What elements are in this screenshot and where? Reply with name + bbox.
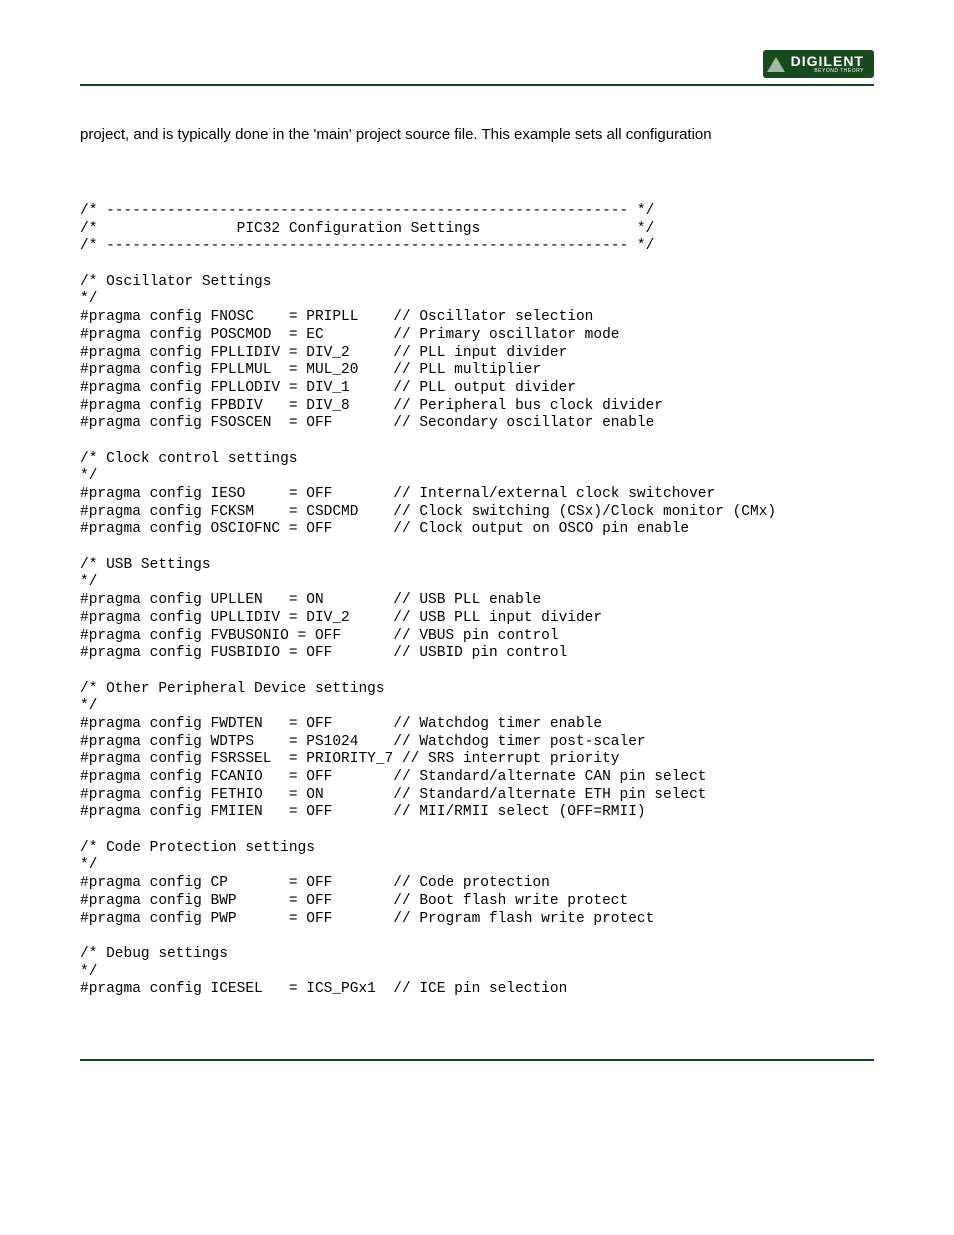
intro-paragraph: project, and is typically done in the 'm… [80,126,874,143]
brand-name: DIGILENT [791,54,864,68]
logo-triangle-icon [767,57,785,72]
brand-logo: DIGILENT BEYOND THEORY [763,50,874,78]
code-block: /* -------------------------------------… [80,203,874,999]
document-page: DIGILENT BEYOND THEORY project, and is t… [0,0,954,1101]
footer-rule [80,1059,874,1061]
logo-text-block: DIGILENT BEYOND THEORY [791,54,864,74]
page-header: DIGILENT BEYOND THEORY [80,50,874,86]
